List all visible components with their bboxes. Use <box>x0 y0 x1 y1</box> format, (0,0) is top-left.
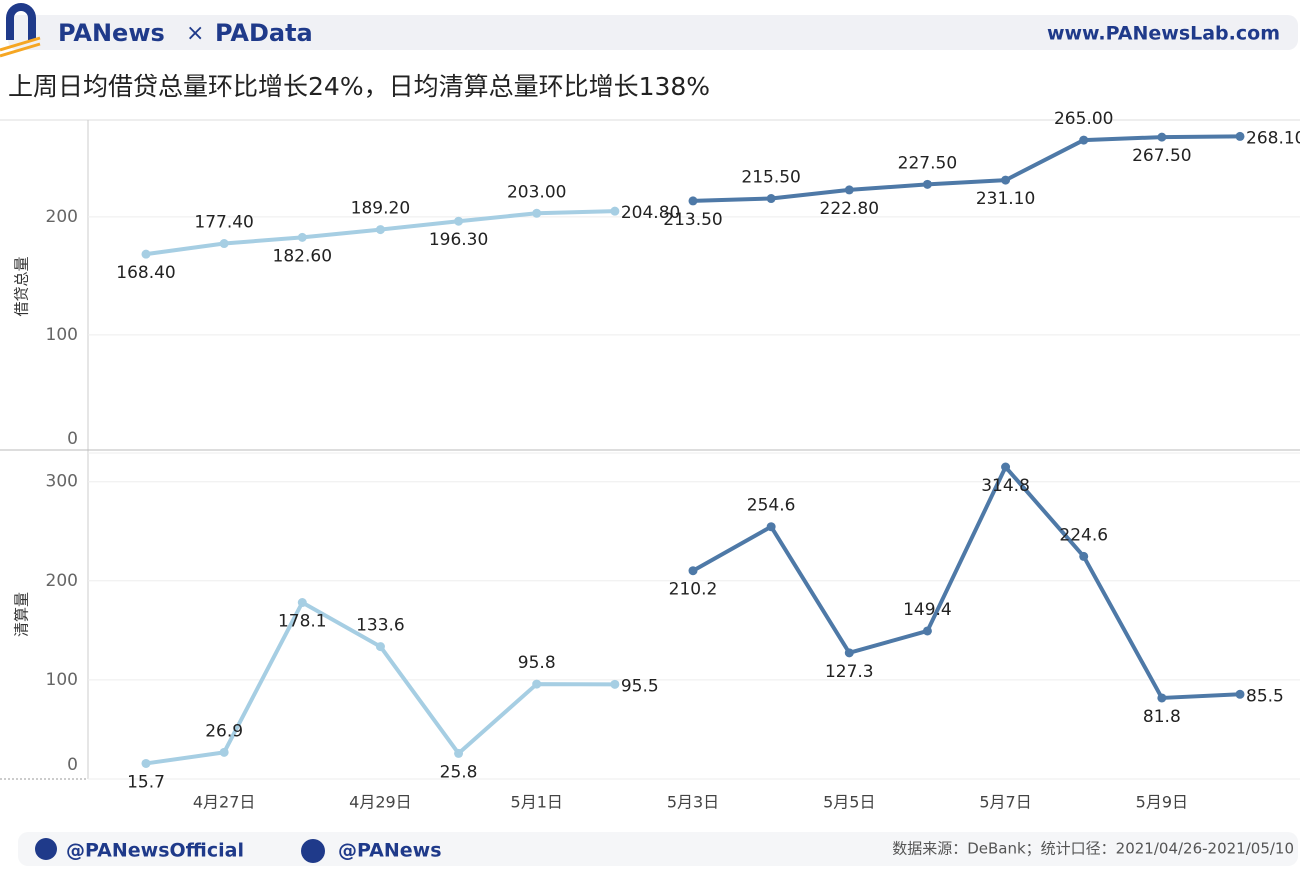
brand: PAData <box>215 19 313 47</box>
twitter-icon <box>35 838 57 860</box>
data-label: 95.5 <box>621 676 659 696</box>
x-tick-label: 4月27日 <box>193 793 256 812</box>
data-label: 15.7 <box>127 772 165 792</box>
point <box>844 185 854 195</box>
data-label: 168.40 <box>116 263 175 283</box>
brand: PANews <box>58 19 165 47</box>
data-label: 182.60 <box>273 246 332 266</box>
y-tick-label: 200 <box>46 571 78 591</box>
data-label: 227.50 <box>898 153 957 173</box>
point <box>454 216 464 226</box>
point <box>1157 693 1167 703</box>
data-label: 178.1 <box>278 612 327 632</box>
point <box>532 679 542 689</box>
point <box>375 225 385 235</box>
point <box>610 679 620 689</box>
point <box>1001 175 1011 185</box>
point <box>219 239 229 249</box>
point <box>844 648 854 658</box>
data-label: 26.9 <box>205 721 243 741</box>
data-label: 254.6 <box>747 496 796 516</box>
x-tick-label: 5月3日 <box>667 793 719 812</box>
y-tick-label: 0 <box>67 755 78 775</box>
point <box>688 566 698 576</box>
y-axis-label: 借贷总量 <box>13 256 31 316</box>
data-label: 203.00 <box>507 182 566 202</box>
data-label: 189.20 <box>351 199 410 219</box>
point <box>1079 551 1089 561</box>
data-label: 224.6 <box>1059 525 1108 545</box>
weibo: @PANews <box>338 840 442 862</box>
data-label: 222.80 <box>820 199 879 219</box>
point <box>297 598 307 608</box>
point <box>922 179 932 189</box>
point <box>688 196 698 206</box>
weibo-icon <box>301 839 325 863</box>
header-bar <box>8 15 1298 50</box>
data-label: 213.50 <box>663 210 722 230</box>
line <box>692 465 1241 700</box>
footer-bar <box>18 832 1298 866</box>
line <box>692 134 1241 203</box>
data-label: 95.8 <box>518 653 556 673</box>
data-label: 196.30 <box>429 230 488 250</box>
y-tick-label: 300 <box>46 472 78 492</box>
point <box>1079 135 1089 145</box>
data-label: 177.40 <box>194 213 253 233</box>
data-label: 265.00 <box>1054 109 1113 129</box>
source: 数据来源：DeBank；统计口径：2021/04/26-2021/05/10 <box>892 840 1294 858</box>
point <box>297 232 307 242</box>
url: www.PANewsLab.com <box>1047 23 1280 45</box>
data-label: 215.50 <box>741 168 800 188</box>
point <box>1001 462 1011 472</box>
data-label: 231.10 <box>976 189 1035 209</box>
point <box>1157 132 1167 142</box>
y-tick-label: 200 <box>46 207 78 227</box>
x-tick-label: 5月1日 <box>511 793 563 812</box>
twitter: @PANewsOfficial <box>66 840 244 862</box>
data-label: 149.4 <box>903 600 952 620</box>
data-label: 204.80 <box>621 203 680 223</box>
x-tick-label: 4月29日 <box>349 793 412 812</box>
point <box>1235 131 1245 141</box>
x-tick-label: 5月9日 <box>1136 793 1188 812</box>
y-tick-label: 100 <box>46 325 78 345</box>
y-axis-label: 清算量 <box>13 592 31 637</box>
data-label: 127.3 <box>825 662 874 682</box>
data-label: 267.50 <box>1132 146 1191 166</box>
data-label: 85.5 <box>1246 686 1284 706</box>
point <box>1235 689 1245 699</box>
logo <box>6 3 36 40</box>
x-tick-label: 5月7日 <box>979 793 1031 812</box>
data-label: 210.2 <box>669 580 718 600</box>
title: 上周日均借贷总量环比增长24%，日均清算总量环比增长138% <box>8 72 710 101</box>
data-label: 81.8 <box>1143 707 1181 727</box>
point <box>141 249 151 259</box>
point <box>610 206 620 216</box>
brand-sep: × <box>186 21 204 46</box>
point <box>454 748 464 758</box>
data-label: 268.10 <box>1246 128 1300 148</box>
point <box>219 747 229 757</box>
point <box>766 522 776 532</box>
point <box>766 194 776 204</box>
y-tick-label: 0 <box>67 429 78 449</box>
data-label: 133.6 <box>356 616 405 636</box>
point <box>922 626 932 636</box>
data-label: 25.8 <box>440 762 478 782</box>
logo-stripe <box>0 36 41 58</box>
y-tick-label: 100 <box>46 670 78 690</box>
point <box>532 208 542 218</box>
point <box>375 642 385 652</box>
data-label: 314.8 <box>981 476 1030 496</box>
x-tick-label: 5月5日 <box>823 793 875 812</box>
point <box>141 758 151 768</box>
